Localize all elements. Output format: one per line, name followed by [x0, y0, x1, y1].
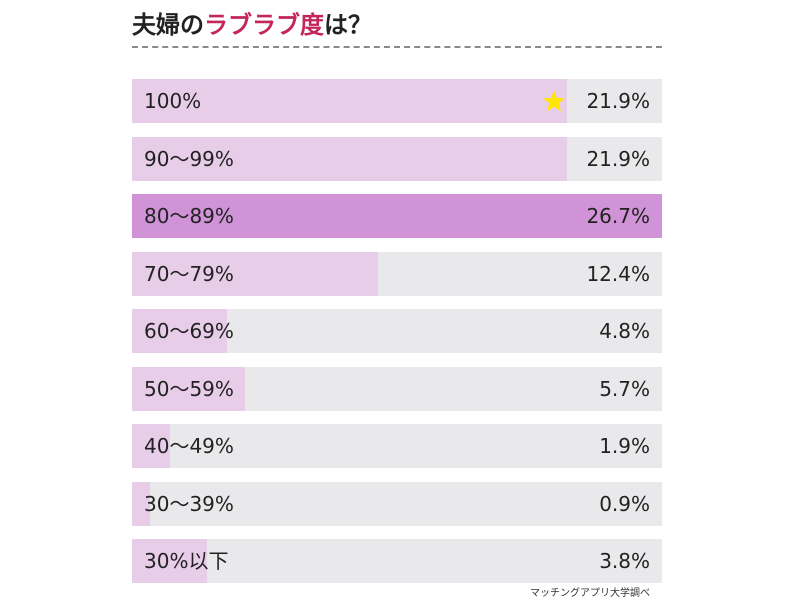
category-label: 30%以下	[144, 549, 229, 573]
category-label: 100%	[144, 89, 202, 113]
bar	[132, 309, 228, 353]
value-label: 1.9%	[599, 434, 650, 458]
title-suffix: は？	[324, 11, 372, 39]
category-label: 80〜89%	[144, 204, 234, 228]
dashed-divider	[132, 46, 662, 48]
bar-row: 40〜49% 1.9%	[132, 424, 662, 468]
value-label: 5.7%	[599, 376, 650, 401]
value-label: 21.9%	[586, 89, 650, 113]
source-note: マッチングアプリ大学調べ	[530, 588, 650, 599]
bar	[132, 251, 379, 296]
bar	[132, 424, 170, 468]
category-label: 70〜79%	[144, 261, 234, 286]
category-label: 60〜69%	[144, 319, 234, 343]
value-label: 0.9%	[599, 491, 650, 516]
bar	[132, 366, 246, 411]
bar-row: 90〜99% 21.9%	[132, 136, 662, 181]
title-prefix: 夫婦の	[132, 11, 204, 39]
value-label: 21.9%	[586, 146, 650, 171]
value-label: 26.7%	[586, 204, 650, 228]
bar	[132, 481, 150, 526]
value-label: 4.8%	[599, 319, 650, 343]
bar-row: 30%以下 3.8%	[132, 539, 662, 583]
bar-row: 70〜79% 12.4%	[132, 251, 662, 296]
bar	[132, 136, 567, 181]
bar	[132, 194, 662, 238]
value-label: 12.4%	[586, 261, 650, 286]
bar-chart: 100% 21.9% 90〜99% 21.9% 80〜89% 26.7% 70〜79% 12.…	[132, 79, 662, 597]
value-label: 3.8%	[599, 549, 650, 573]
bar-row: 60〜69% 4.8%	[132, 309, 662, 353]
star-icon	[543, 90, 565, 112]
title-accent: ラブラブ度	[204, 11, 324, 39]
bar-row: 80〜89% 26.7%	[132, 194, 662, 238]
category-label: 40〜49%	[144, 434, 234, 458]
bar	[132, 539, 208, 583]
category-label: 90〜99%	[144, 146, 234, 171]
category-label: 50〜59%	[144, 376, 234, 401]
chart-title: 夫婦のラブラブ度は？	[132, 8, 372, 42]
bar-row: 50〜59% 5.7%	[132, 366, 662, 411]
bar	[132, 79, 567, 123]
bar-row: 30〜39% 0.9%	[132, 481, 662, 526]
bar-row: 100% 21.9%	[132, 79, 662, 123]
category-label: 30〜39%	[144, 491, 234, 516]
